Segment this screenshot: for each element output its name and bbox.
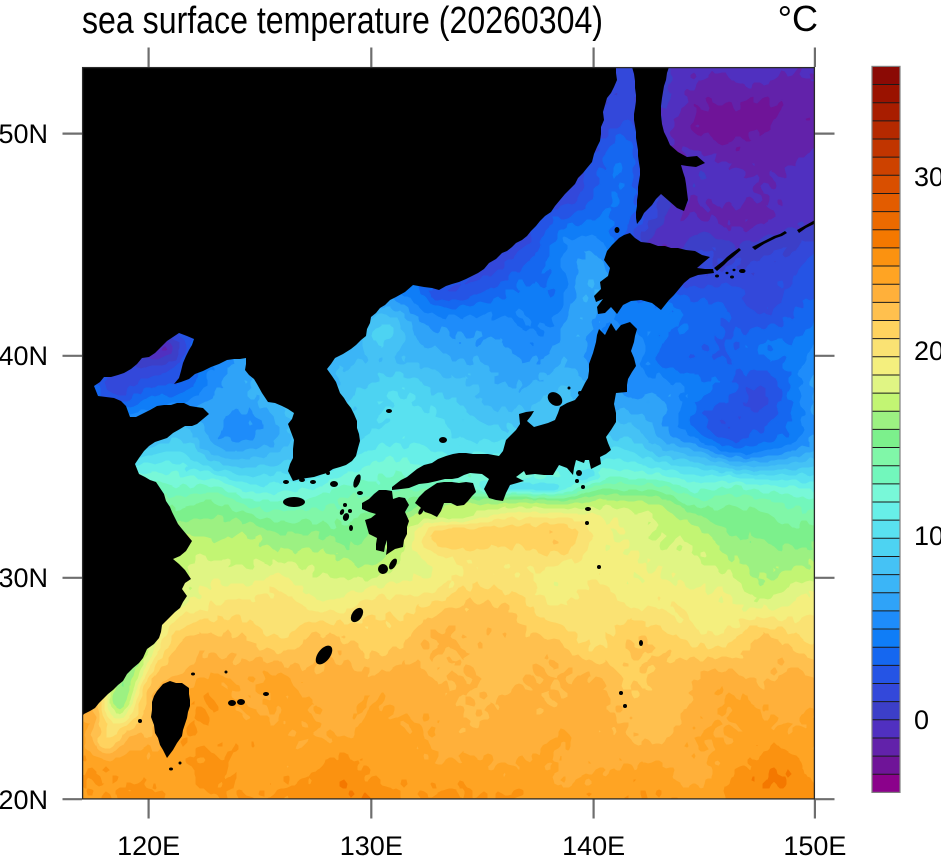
- svg-text:50N: 50N: [0, 119, 48, 149]
- svg-text:°C: °C: [778, 0, 818, 39]
- svg-text:0: 0: [914, 705, 929, 735]
- svg-text:30: 30: [914, 162, 941, 192]
- svg-text:130E: 130E: [340, 831, 403, 858]
- svg-text:150E: 150E: [783, 831, 846, 858]
- svg-text:40N: 40N: [0, 341, 48, 371]
- svg-text:10: 10: [914, 521, 941, 551]
- svg-text:30N: 30N: [0, 563, 48, 593]
- svg-text:sea surface temperature (20260: sea surface temperature (20260304): [82, 0, 603, 42]
- svg-text:20N: 20N: [0, 785, 48, 815]
- svg-text:20: 20: [914, 336, 941, 366]
- svg-text:140E: 140E: [562, 831, 625, 858]
- svg-text:120E: 120E: [117, 831, 180, 858]
